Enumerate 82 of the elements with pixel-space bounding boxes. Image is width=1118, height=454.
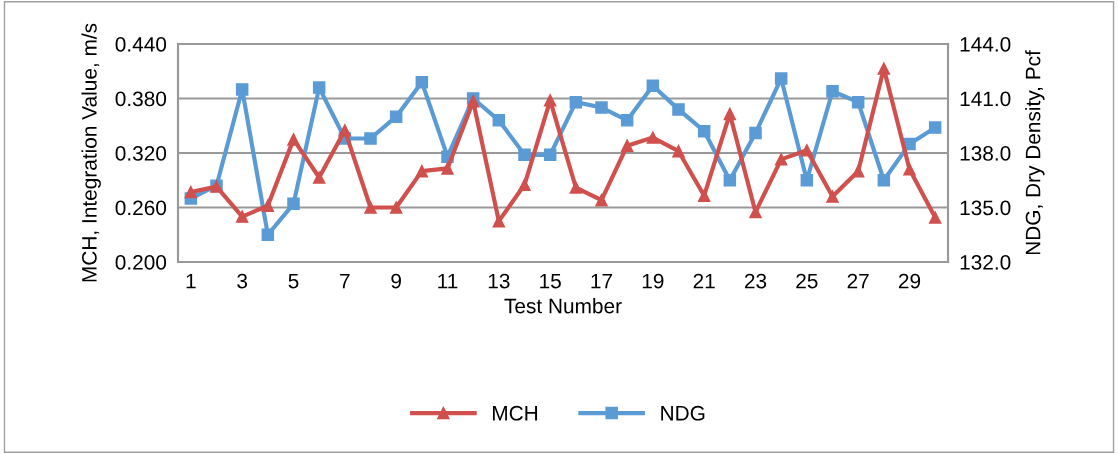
x-tick-label: 23 [744,273,767,289]
point [543,94,557,107]
x-axis-title: Test Number [504,298,622,314]
point [749,205,762,219]
point [800,144,814,157]
x-tick-label: 13 [488,273,510,289]
x-tick-label: 5 [288,273,299,289]
x-tick-label: 27 [847,273,869,289]
point [723,107,737,121]
point [235,210,249,223]
point [235,83,249,96]
point [646,79,660,93]
point [312,171,326,184]
point [364,201,377,214]
point [749,126,762,140]
point [774,153,788,166]
point [826,84,839,98]
point [877,62,891,75]
legend-label: MCH [493,405,538,421]
point [441,162,454,175]
point [928,211,942,224]
y2-tick-label: 141.0 [960,91,1011,107]
point [389,201,403,214]
point [800,173,814,187]
point [646,131,660,144]
legend-label: NDG [661,405,705,421]
point [518,148,531,162]
point [287,197,300,211]
y2-tick-label: 132.0 [960,255,1011,270]
point [595,101,608,114]
x-tick-label: 9 [391,273,401,289]
point [595,193,608,207]
point [492,114,506,127]
y-tick-label: 0.260 [115,200,167,216]
point [261,199,275,212]
x-tick-label: 29 [898,273,921,289]
point [492,214,506,228]
x-tick-label: 11 [438,273,458,289]
point [697,124,711,138]
point [697,189,711,202]
x-tick-label: 7 [340,273,350,289]
y2-tick-label: 138.0 [960,146,1011,161]
point [569,181,583,194]
x-tick-label: 17 [591,273,613,289]
point [723,173,737,187]
y-tick-label: 0.200 [115,255,167,270]
point [774,72,788,85]
y2-tick-label: 135.0 [960,200,1011,216]
point [620,139,634,152]
point [364,132,377,145]
point [415,75,429,89]
point [877,173,891,187]
point [928,121,942,134]
y-tick-label: 0.440 [115,37,167,52]
point [826,190,839,203]
point [851,95,865,109]
point [518,178,531,192]
y2-tick-label: 144.0 [960,37,1011,52]
y-axis-title: MCH, Integration Value, m/s [81,23,101,282]
x-tick-label: 19 [642,273,664,289]
x-tick-label: 21 [693,273,715,289]
point [851,164,865,178]
point [184,185,198,199]
point [672,144,685,158]
point [261,228,275,242]
point [672,103,685,116]
point [338,124,352,137]
point [569,95,583,109]
x-tick-label: 15 [540,273,561,289]
point [415,164,429,178]
point [287,133,300,146]
x-tick-label: 1 [186,273,196,289]
x-tick-label: 3 [237,273,248,289]
y-tick-label: 0.380 [115,91,167,107]
point [903,163,916,176]
point [312,81,326,94]
y-tick-label: 0.320 [115,146,167,161]
y2-axis-title: NDG, Dry Density, Pcf [1025,50,1045,255]
point [620,114,634,127]
point [543,148,557,162]
point [389,110,403,123]
x-tick-label: 25 [796,273,818,289]
